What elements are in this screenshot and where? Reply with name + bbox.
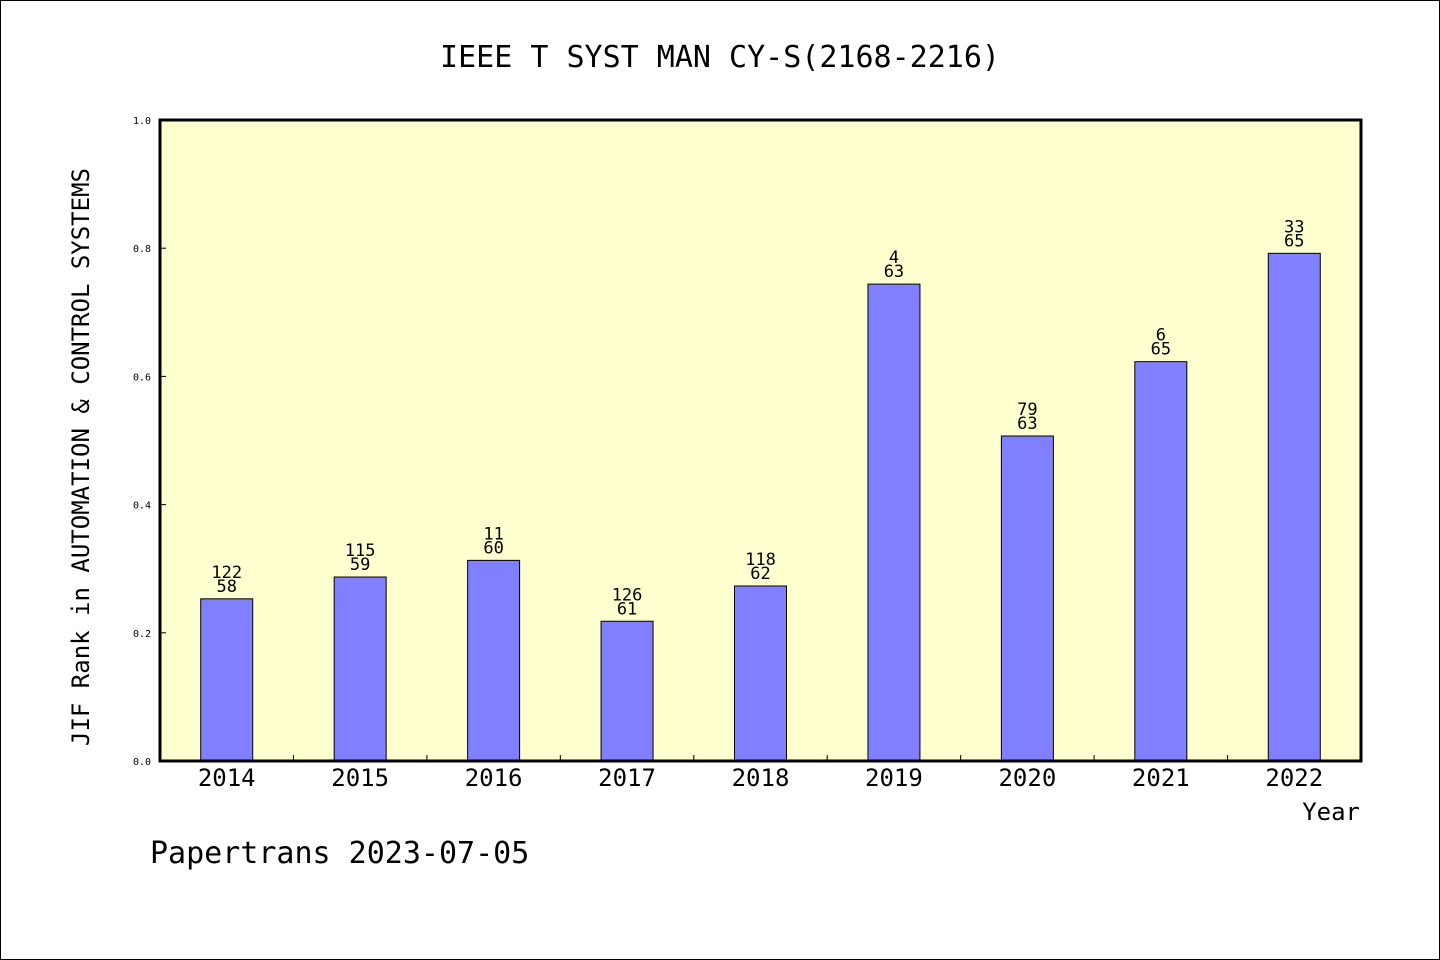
bar-count-label-2014: 58 [216, 577, 236, 597]
bar-count-label-2019: 63 [884, 262, 904, 282]
x-tick-label-2016: 2016 [465, 764, 523, 792]
bar-rank-label-2021: 6 [1156, 326, 1166, 346]
bar-2014 [200, 598, 254, 762]
x-tick-label-2014: 2014 [198, 764, 256, 792]
y-tick-label-0.0: 0.0 [133, 757, 151, 768]
bar-rank-label-2014: 122 [211, 563, 242, 583]
y-tick-label-0.6: 0.6 [133, 372, 151, 383]
bar-rank-label-2016: 11 [483, 524, 503, 544]
plot-border [158, 118, 1363, 763]
x-tick-label-2022: 2022 [1265, 764, 1323, 792]
bar-2019 [867, 283, 921, 762]
bar-count-label-2017: 61 [617, 599, 637, 619]
y-tick-label-1.0: 1.0 [133, 116, 151, 127]
bar-rank-label-2022: 33 [1284, 217, 1304, 237]
bar-count-label-2021: 65 [1151, 340, 1171, 360]
bar-count-label-2016: 60 [483, 538, 503, 558]
x-tick-label-2015: 2015 [331, 764, 389, 792]
bar-2022 [1267, 252, 1321, 762]
bar-2015 [333, 576, 387, 762]
y-axis-label: JIF Rank in AUTOMATION & CONTROL SYSTEMS [67, 168, 95, 746]
bar-2016 [467, 559, 521, 762]
y-tick-label-0.8: 0.8 [133, 244, 151, 255]
bar-2020 [1000, 435, 1054, 762]
bar-2017 [600, 620, 654, 762]
bar-count-label-2020: 63 [1017, 414, 1037, 434]
x-tick-label-2020: 2020 [998, 764, 1056, 792]
footer-credit: Papertrans 2023-07-05 [150, 836, 529, 871]
bar-rank-label-2015: 115 [345, 541, 376, 561]
bar-rank-label-2020: 79 [1017, 400, 1037, 420]
y-tick-label-0.2: 0.2 [133, 629, 151, 640]
bar-rank-label-2018: 118 [745, 550, 776, 570]
x-tick-label-2021: 2021 [1132, 764, 1190, 792]
bar-2021 [1134, 361, 1188, 762]
x-axis-label: Year [1302, 798, 1360, 826]
bar-count-label-2015: 59 [350, 555, 370, 575]
bar-rank-label-2019: 4 [889, 248, 899, 268]
chart-title: IEEE T SYST MAN CY-S(2168-2216) [440, 40, 1000, 75]
x-tick-label-2018: 2018 [732, 764, 790, 792]
y-tick-label-0.4: 0.4 [133, 501, 151, 512]
x-tick-label-2019: 2019 [865, 764, 923, 792]
bar-count-label-2022: 65 [1284, 231, 1304, 251]
bar-rank-label-2017: 126 [612, 585, 643, 605]
bar-count-label-2018: 62 [750, 564, 770, 584]
x-tick-label-2017: 2017 [598, 764, 656, 792]
bar-2018 [734, 585, 787, 762]
